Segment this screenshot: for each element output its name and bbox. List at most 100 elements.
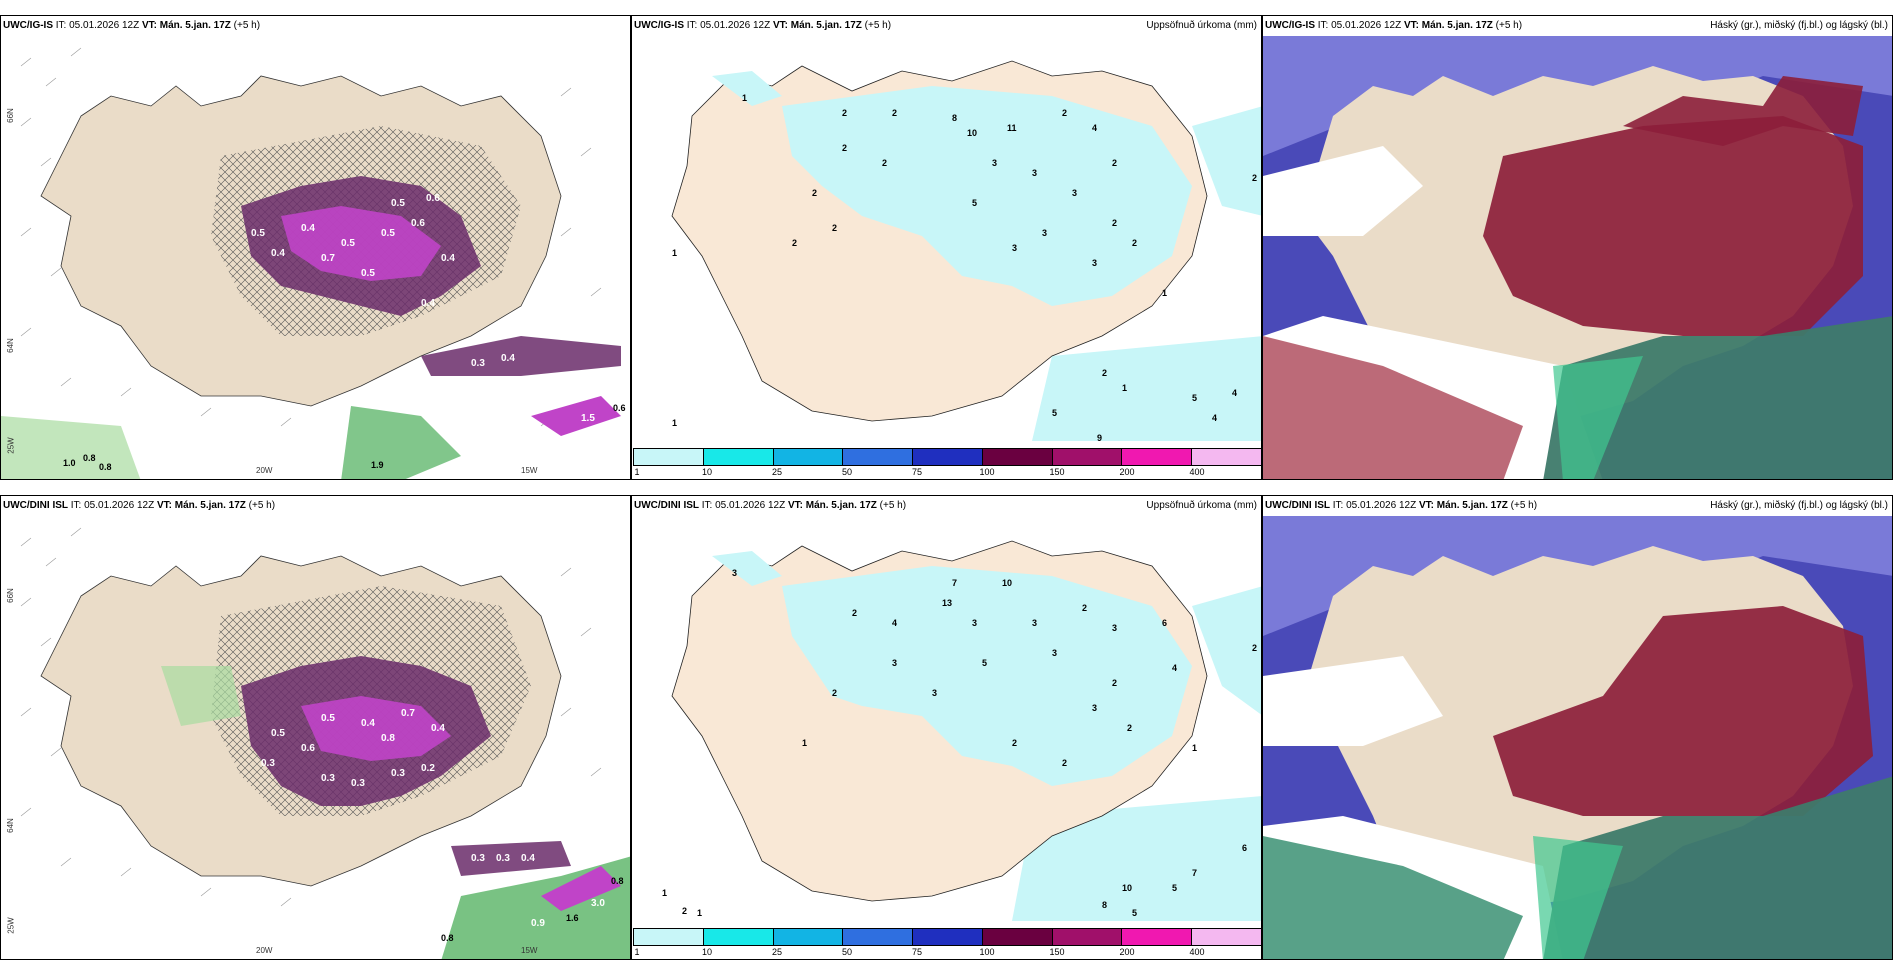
svg-text:6: 6 — [1242, 843, 1247, 853]
legend-swatch — [843, 449, 914, 465]
accum-precip-panel-top: UWC/IG-IS IT: 05.01.2026 12Z VT: Mán. 5.… — [631, 15, 1262, 480]
svg-text:2: 2 — [792, 238, 797, 248]
legend-ticks: 1 10 25 50 75 100 150 200 400 — [633, 466, 1261, 478]
svg-text:9: 9 — [1097, 433, 1102, 443]
panel-subtitle: Háský (gr.), miðský (fj.bl.) og lágský (… — [1710, 20, 1888, 31]
legend-tick: 1 — [634, 947, 640, 957]
svg-text:8: 8 — [1102, 900, 1107, 910]
it-value: 05.01.2026 12Z — [700, 20, 771, 31]
legend-tick: 150 — [1049, 467, 1065, 477]
svg-text:2: 2 — [882, 158, 887, 168]
svg-text:2: 2 — [1062, 108, 1067, 118]
svg-text:2: 2 — [1112, 158, 1117, 168]
precip-values: 0.5 0.4 0.7 0.5 0.8 0.4 0.6 0.3 0.3 0.3 … — [261, 708, 624, 943]
svg-text:2: 2 — [1252, 173, 1257, 183]
svg-text:6: 6 — [1162, 618, 1167, 628]
svg-text:0.4: 0.4 — [361, 718, 375, 729]
svg-text:3: 3 — [732, 568, 737, 578]
precip-legend: 1 10 25 50 75 100 150 200 400 — [633, 448, 1261, 478]
svg-text:0.3: 0.3 — [471, 853, 485, 864]
cloud-panel-bottom: UWC/DINI ISL IT: 05.01.2026 12Z VT: Mán.… — [1262, 495, 1893, 960]
svg-text:5: 5 — [1052, 408, 1057, 418]
legend-tick: 50 — [841, 947, 853, 957]
svg-text:2: 2 — [842, 108, 847, 118]
svg-text:0.5: 0.5 — [361, 268, 375, 279]
svg-text:0.8: 0.8 — [611, 876, 624, 886]
svg-text:2: 2 — [832, 223, 837, 233]
legend-tick: 25 — [771, 467, 783, 477]
vt-label: VT: — [141, 20, 157, 31]
svg-text:3: 3 — [1012, 243, 1017, 253]
legend-tick: 75 — [911, 467, 923, 477]
svg-text:5: 5 — [1192, 393, 1197, 403]
accum-precip-panel-bottom: UWC/DINI ISL IT: 05.01.2026 12Z VT: Mán.… — [631, 495, 1262, 960]
svg-text:2: 2 — [1132, 238, 1137, 248]
legend-tick: 400 — [1189, 947, 1205, 957]
lat-label: 66N — [5, 588, 15, 603]
svg-text:0.9: 0.9 — [531, 918, 545, 929]
cloud-cover-map — [1263, 516, 1892, 959]
legend-swatch — [913, 449, 983, 465]
vt-value: Mán. 5.jan. 17Z — [805, 500, 877, 511]
offset: (+5 h) — [1510, 500, 1538, 511]
svg-text:3: 3 — [1092, 258, 1097, 268]
lon-label: 15W — [521, 946, 538, 955]
svg-text:2: 2 — [832, 688, 837, 698]
svg-text:3: 3 — [932, 688, 937, 698]
svg-text:5: 5 — [982, 658, 987, 668]
lat-label: 66N — [5, 108, 15, 123]
svg-text:10: 10 — [967, 128, 977, 138]
svg-text:2: 2 — [1082, 603, 1087, 613]
svg-text:3: 3 — [1042, 228, 1047, 238]
svg-text:5: 5 — [972, 198, 977, 208]
it-label: IT: — [70, 500, 82, 511]
svg-text:0.6: 0.6 — [301, 743, 315, 754]
svg-text:0.8: 0.8 — [441, 933, 454, 943]
vt-label: VT: — [1418, 500, 1434, 511]
svg-text:3: 3 — [972, 618, 977, 628]
legend-swatch — [982, 449, 1053, 465]
svg-text:0.3: 0.3 — [391, 768, 405, 779]
lat-label: 64N — [5, 338, 15, 353]
legend-swatch — [773, 449, 844, 465]
svg-text:13: 13 — [942, 598, 952, 608]
vt-value: Mán. 5.jan. 17Z — [174, 500, 246, 511]
svg-text:10: 10 — [1122, 883, 1132, 893]
svg-text:0.5: 0.5 — [251, 228, 265, 239]
svg-text:1: 1 — [1122, 383, 1127, 393]
svg-text:5: 5 — [1132, 908, 1137, 918]
svg-text:1: 1 — [672, 248, 677, 258]
lon-label: 15W — [521, 466, 538, 475]
svg-text:0.5: 0.5 — [341, 238, 355, 249]
lon-label: 25W — [6, 437, 16, 454]
legend-swatch — [1052, 449, 1123, 465]
it-value: 05.01.2026 12Z — [1331, 20, 1402, 31]
svg-text:0.7: 0.7 — [321, 253, 335, 264]
lon-label: 25W — [6, 917, 16, 934]
legend-swatch — [843, 929, 914, 945]
low-cloud — [1543, 316, 1892, 479]
wind-barbs — [20, 527, 602, 907]
legend-tick: 1 — [634, 467, 640, 477]
svg-text:0.3: 0.3 — [471, 358, 485, 369]
accum-precip-map: 3 7 13 10 2 4 3 3 2 3 3 5 2 6 2 1 4 3 2 … — [632, 516, 1261, 959]
svg-text:1: 1 — [742, 93, 747, 103]
svg-text:0.4: 0.4 — [441, 253, 455, 264]
svg-text:0.3: 0.3 — [351, 778, 365, 789]
lon-label: 20W — [256, 466, 273, 475]
accum-precip-map: 1 2 2 8 10 11 2 4 3 2 2 3 2 3 5 2 1 2 2 … — [632, 36, 1261, 479]
it-label: IT: — [686, 20, 698, 31]
svg-text:0.4: 0.4 — [521, 853, 535, 864]
svg-text:0.5: 0.5 — [271, 728, 285, 739]
svg-text:3: 3 — [1052, 648, 1057, 658]
svg-text:2: 2 — [1102, 368, 1107, 378]
it-value: 05.01.2026 12Z — [69, 20, 140, 31]
legend-tick: 10 — [701, 947, 713, 957]
it-label: IT: — [55, 20, 67, 31]
wind-precip-panel-bottom: UWC/DINI ISL IT: 05.01.2026 12Z VT: Mán.… — [0, 495, 631, 960]
panel-header: UWC/IG-IS IT: 05.01.2026 12Z VT: Mán. 5.… — [1263, 16, 1892, 36]
svg-text:2: 2 — [1012, 738, 1017, 748]
svg-text:4: 4 — [1092, 123, 1097, 133]
svg-text:2: 2 — [1127, 723, 1132, 733]
svg-text:3: 3 — [1032, 618, 1037, 628]
